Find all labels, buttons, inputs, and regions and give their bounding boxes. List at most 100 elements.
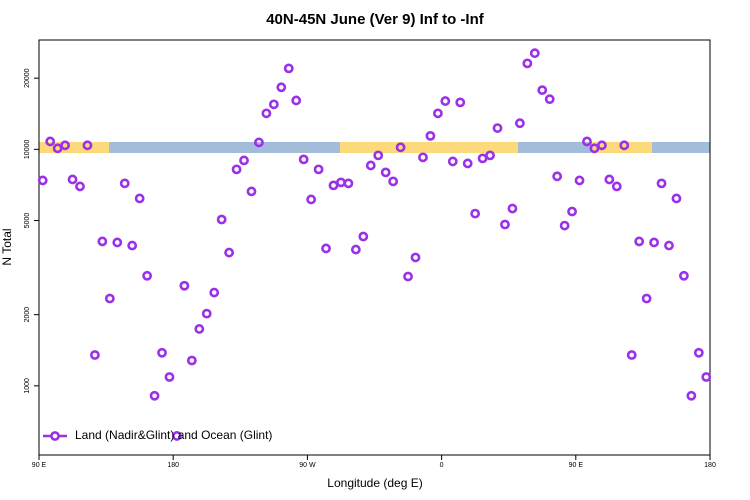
point bbox=[112, 237, 123, 248]
point bbox=[358, 231, 369, 242]
plot-frame bbox=[38, 39, 711, 456]
point bbox=[470, 208, 481, 219]
point bbox=[567, 206, 577, 217]
point bbox=[149, 390, 160, 401]
point bbox=[626, 350, 637, 360]
y-tick-label: 1000 bbox=[24, 378, 31, 394]
point bbox=[45, 136, 56, 147]
point bbox=[104, 293, 115, 304]
point bbox=[313, 164, 324, 175]
point bbox=[507, 203, 518, 214]
point bbox=[380, 167, 391, 178]
x-tick-label: 90 E bbox=[32, 462, 47, 469]
point bbox=[664, 240, 674, 251]
point bbox=[75, 181, 85, 192]
point bbox=[604, 174, 615, 185]
point bbox=[477, 153, 488, 164]
point bbox=[261, 108, 272, 119]
point bbox=[268, 99, 279, 110]
y-tick-label: 2000 bbox=[24, 307, 31, 323]
point bbox=[164, 372, 175, 382]
point bbox=[37, 175, 48, 186]
point bbox=[559, 220, 570, 231]
point bbox=[619, 140, 630, 151]
point bbox=[544, 94, 555, 105]
point bbox=[552, 171, 563, 182]
point bbox=[485, 150, 495, 161]
x-tick-label: 180 bbox=[167, 462, 179, 469]
point bbox=[67, 174, 78, 185]
point bbox=[596, 140, 607, 151]
point bbox=[432, 108, 443, 119]
point bbox=[179, 280, 190, 291]
x-tick-label: 90 E bbox=[569, 462, 584, 469]
point bbox=[246, 186, 257, 197]
point bbox=[254, 137, 264, 148]
point bbox=[97, 236, 108, 247]
point bbox=[641, 293, 652, 304]
point bbox=[403, 271, 413, 282]
point bbox=[388, 176, 399, 187]
point bbox=[410, 252, 421, 263]
point bbox=[172, 431, 182, 441]
point bbox=[276, 82, 287, 93]
point bbox=[440, 96, 451, 106]
point bbox=[425, 130, 436, 141]
point bbox=[186, 355, 197, 366]
point bbox=[142, 270, 153, 281]
point bbox=[447, 156, 458, 167]
point bbox=[373, 150, 384, 161]
point bbox=[455, 97, 466, 108]
point bbox=[701, 372, 712, 382]
x-tick-label: 180 bbox=[704, 462, 716, 469]
legend-marker bbox=[50, 431, 60, 441]
point bbox=[291, 95, 302, 106]
point bbox=[649, 237, 659, 248]
x-axis-label: Longitude (deg E) bbox=[327, 476, 422, 490]
point bbox=[298, 154, 309, 165]
point bbox=[283, 63, 294, 74]
x-tick-label: 0 bbox=[440, 462, 444, 469]
point bbox=[634, 236, 645, 247]
point bbox=[686, 390, 697, 401]
point bbox=[336, 177, 346, 188]
point bbox=[418, 152, 428, 163]
point bbox=[343, 178, 354, 189]
point bbox=[365, 160, 376, 171]
point bbox=[537, 85, 548, 96]
point bbox=[134, 193, 145, 204]
point bbox=[224, 247, 235, 258]
point bbox=[201, 308, 212, 319]
point bbox=[529, 48, 540, 59]
point bbox=[90, 350, 100, 360]
point bbox=[209, 287, 220, 298]
point bbox=[119, 178, 130, 189]
point bbox=[656, 178, 667, 189]
y-tick-label: 5000 bbox=[24, 213, 31, 229]
point bbox=[239, 155, 249, 166]
y-axis-label: N Total bbox=[0, 228, 14, 265]
point bbox=[321, 243, 331, 254]
point bbox=[127, 240, 138, 251]
point bbox=[671, 193, 682, 204]
point bbox=[500, 219, 510, 230]
point bbox=[679, 270, 689, 281]
point bbox=[231, 164, 242, 175]
point bbox=[216, 214, 227, 225]
point bbox=[611, 181, 622, 192]
y-tick-label: 10000 bbox=[24, 140, 31, 160]
point bbox=[350, 244, 361, 255]
point bbox=[306, 194, 317, 205]
point bbox=[82, 140, 93, 151]
point bbox=[492, 123, 503, 133]
point bbox=[157, 347, 167, 358]
point bbox=[514, 118, 525, 129]
legend-label: Land (Nadir&Glint) and Ocean (Glint) bbox=[75, 428, 272, 442]
point bbox=[522, 58, 533, 69]
point bbox=[693, 347, 704, 358]
point bbox=[395, 142, 406, 153]
point bbox=[194, 324, 205, 334]
point bbox=[60, 140, 70, 151]
point bbox=[582, 136, 592, 147]
